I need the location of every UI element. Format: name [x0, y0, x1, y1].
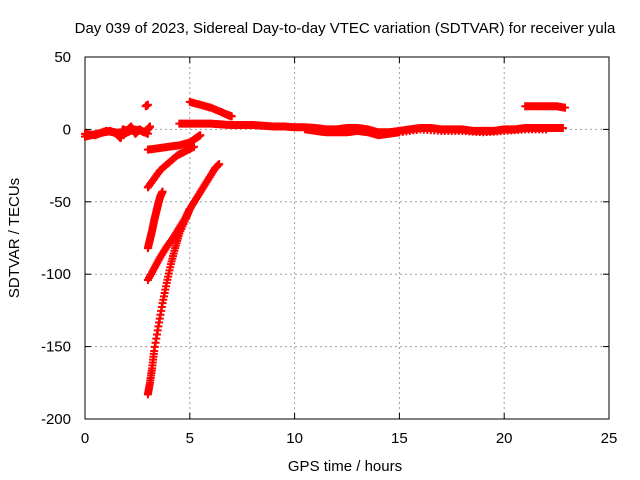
series-early-cluster-b — [81, 125, 152, 140]
y-tick-label: -200 — [41, 411, 71, 428]
x-tick-label: 0 — [81, 430, 89, 447]
series-spike — [141, 100, 152, 111]
data-point — [143, 129, 152, 138]
series-arc-b — [143, 142, 198, 192]
data-point — [189, 142, 198, 151]
data-point — [196, 131, 205, 140]
data-point — [227, 112, 236, 121]
series-descending-short — [185, 97, 236, 121]
series-arc-a — [143, 131, 205, 154]
series-arc-e — [143, 160, 224, 399]
data-point — [560, 103, 569, 112]
data-point — [158, 187, 167, 196]
y-tick-label: -150 — [41, 339, 71, 356]
chart-title: Day 039 of 2023, Sidereal Day-to-day VTE… — [75, 20, 616, 37]
x-tick-label: 25 — [601, 430, 618, 447]
data-point — [558, 123, 567, 132]
series-arc-c — [143, 187, 167, 253]
data-point — [143, 100, 152, 109]
series-late-segment — [521, 102, 569, 112]
series-main-trace-lower — [301, 125, 551, 140]
grid-lines — [85, 57, 609, 419]
x-tick-label: 10 — [286, 430, 303, 447]
y-tick-label: -50 — [49, 194, 71, 211]
y-tick-label: 0 — [63, 121, 71, 138]
x-tick-label: 5 — [186, 430, 194, 447]
y-tick-label: -100 — [41, 266, 71, 283]
axis-ticks: 0 5 10 15 20 25 -200 -150 -100 -50 0 50 — [41, 49, 617, 447]
data-point — [542, 125, 551, 134]
y-axis-label: SDTVAR / TECUs — [6, 178, 23, 298]
data-point — [215, 160, 224, 169]
x-axis-label: GPS time / hours — [288, 458, 402, 475]
x-tick-label: 20 — [496, 430, 513, 447]
x-tick-label: 15 — [391, 430, 408, 447]
data-point — [145, 122, 154, 131]
data-points — [81, 97, 569, 399]
plot-frame — [84, 56, 610, 420]
y-tick-label: 50 — [54, 49, 71, 66]
